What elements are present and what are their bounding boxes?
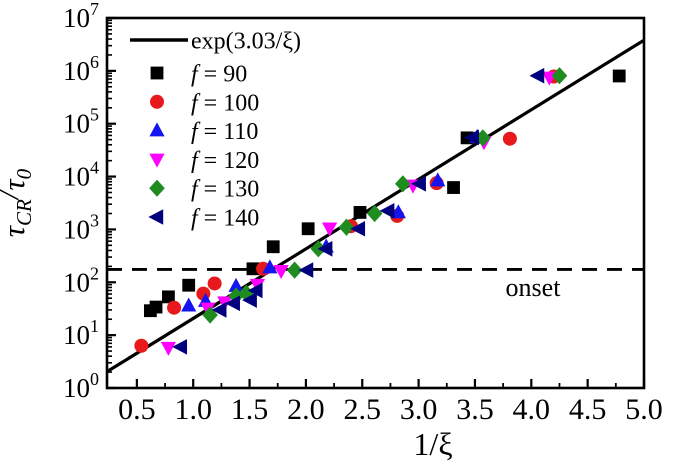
legend-label-f110: f = 110 [191, 119, 258, 145]
x-tick-label: 4.0 [513, 393, 551, 426]
onset-label: onset [506, 273, 562, 302]
x-tick-label: 5.0 [625, 393, 663, 426]
data-point-f140 [211, 302, 227, 318]
data-point-f140 [317, 241, 333, 257]
data-point-f90 [266, 240, 280, 254]
y-tick-label: 107 [63, 0, 99, 33]
data-point-f90 [301, 222, 315, 236]
data-point-f130 [395, 175, 411, 193]
x-tick-label: 3.5 [456, 393, 494, 426]
data-point-f140 [172, 339, 188, 355]
data-point-f110 [262, 259, 278, 274]
y-tick-label: 103 [63, 210, 99, 244]
legend-label-f130: f = 130 [191, 177, 259, 203]
legend-label-f100: f = 100 [191, 90, 259, 116]
data-point-f110 [181, 297, 197, 312]
data-point-f130 [202, 306, 218, 324]
data-point-f110 [228, 277, 244, 292]
x-tick-label: 1.5 [231, 393, 269, 426]
data-point-f140 [350, 220, 366, 237]
data-point-f140 [529, 67, 545, 84]
x-tick-label: 2.0 [287, 393, 325, 426]
data-point-f90 [353, 205, 367, 219]
legend-marker-f140 [148, 209, 164, 225]
y-tick-label: 106 [63, 52, 99, 86]
data-point-f140 [242, 292, 257, 308]
data-point-f120 [321, 222, 338, 237]
legend-marker-f120 [149, 153, 165, 168]
legend-label-f120: f = 120 [191, 148, 259, 174]
data-point-f100 [167, 300, 182, 315]
y-axis-title: τCR/τ0 [0, 168, 36, 237]
data-point-f120 [273, 264, 289, 279]
data-point-f130 [475, 129, 491, 147]
data-point-f140 [247, 282, 263, 299]
data-point-f90 [612, 69, 626, 83]
data-point-f140 [298, 262, 314, 278]
y-title-sub-0: 0 [12, 168, 36, 179]
data-point-f120 [160, 341, 177, 356]
data-point-f100 [134, 338, 149, 353]
legend-marker-f90 [150, 66, 164, 80]
data-point-f100 [502, 131, 517, 146]
data-point-f130 [286, 261, 303, 279]
data-point-f110 [430, 172, 446, 187]
legend-fit-label: exp(3.03/ξ) [191, 29, 301, 55]
data-point-f130 [366, 204, 383, 223]
data-point-f110 [390, 204, 406, 219]
data-point-f130 [551, 67, 568, 85]
data-point-f90 [182, 278, 196, 292]
y-tick-label: 104 [63, 158, 99, 192]
x-tick-label: 1.0 [174, 393, 212, 426]
y-title-tau: τ [0, 224, 31, 237]
legend-label-f90: f = 90 [191, 62, 247, 88]
legend-marker-f130 [149, 179, 165, 197]
data-point-f140 [379, 203, 395, 219]
y-tick-label: 105 [63, 105, 99, 139]
legend-marker-f100 [150, 94, 164, 109]
x-tick-label: 0.5 [118, 393, 156, 426]
data-point-f130 [338, 218, 355, 236]
data-point-f90 [447, 181, 460, 194]
data-point-f140 [411, 175, 426, 192]
x-tick-label: 4.5 [569, 393, 607, 426]
legend-label-f140: f = 140 [191, 206, 259, 232]
x-tick-label: 2.5 [344, 393, 382, 426]
y-title-slash: / [0, 188, 25, 201]
y-tick-label: 101 [63, 316, 99, 350]
y-tick-label: 102 [63, 263, 99, 297]
data-point-f140 [464, 129, 479, 146]
generated-layer: 0.5 1.0 1.5 2.0 2.5 3.0 3.5 4.0 4.5 5.0 100 101 102 1… [63, 0, 663, 426]
data-point-f90 [162, 290, 175, 304]
data-point-f140 [225, 295, 240, 312]
y-title-tau2: τ [0, 178, 31, 191]
legend-marker-f110 [149, 122, 165, 137]
plot-frame [105, 16, 646, 390]
data-point-f90 [149, 300, 163, 314]
data-point-f90 [246, 262, 260, 276]
y-title-sub-cr: CR [12, 199, 36, 226]
x-tick-label: 3.0 [400, 393, 438, 426]
y-tick-label: 100 [63, 369, 99, 403]
data-point-f100 [207, 276, 222, 291]
x-axis-title: 1/ξ [413, 426, 452, 462]
